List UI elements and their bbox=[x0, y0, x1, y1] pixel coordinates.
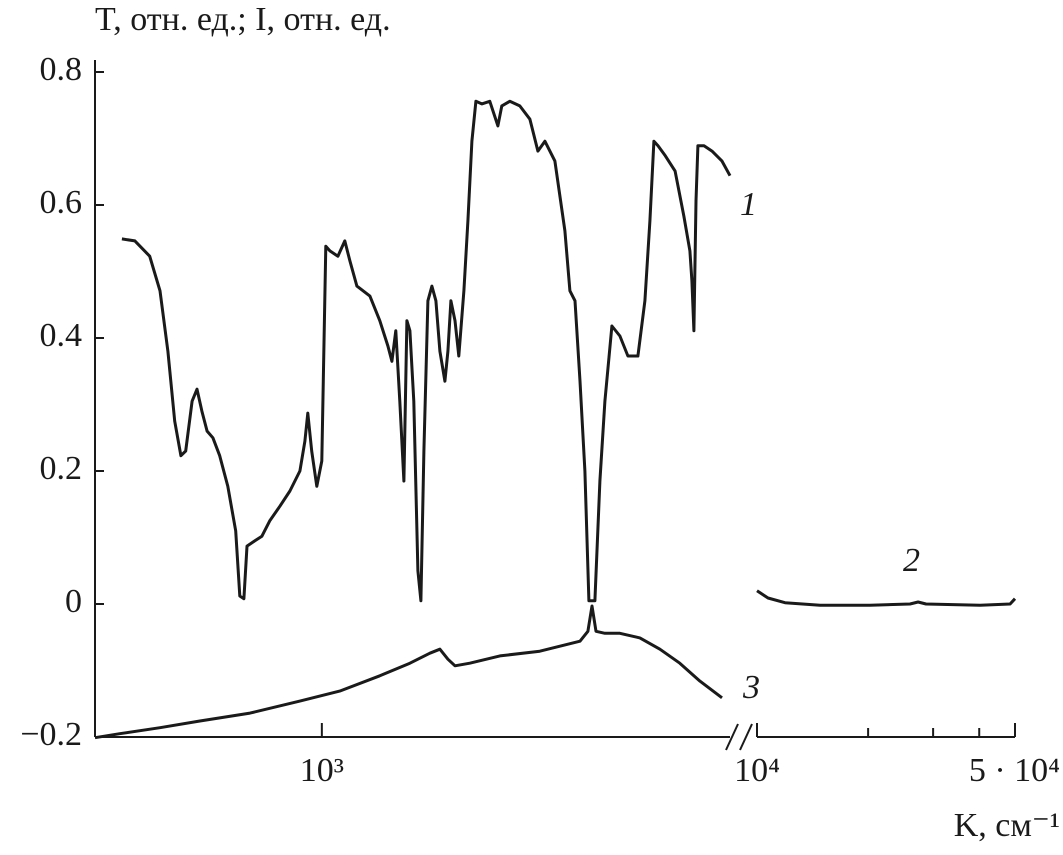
y-tick-label: 0 bbox=[65, 583, 82, 620]
x-tick-label: 10³ bbox=[300, 752, 344, 789]
series-label: 3 bbox=[742, 669, 760, 706]
y-tick-label: 0.4 bbox=[40, 317, 83, 354]
x-tick-label: 5 · 10⁴ bbox=[969, 752, 1060, 789]
series-label: 2 bbox=[903, 542, 920, 579]
x-tick-label: 10⁴ bbox=[734, 752, 780, 789]
y-tick-label: 0.8 bbox=[40, 51, 83, 88]
y-tick-label: 0.6 bbox=[40, 184, 83, 221]
y-tick-label: −0.2 bbox=[20, 716, 82, 753]
y-axis-title: T, отн. ед.; I, отн. ед. bbox=[95, 1, 391, 38]
x-axis-title: K, см⁻¹ bbox=[954, 807, 1060, 844]
axis-break bbox=[739, 723, 753, 751]
line-series bbox=[121, 99, 732, 603]
y-tick-label: 0.2 bbox=[40, 450, 83, 487]
line-series bbox=[94, 604, 723, 740]
series-label: 1 bbox=[740, 186, 757, 223]
line-series bbox=[756, 589, 1017, 607]
axis-break bbox=[725, 723, 739, 751]
